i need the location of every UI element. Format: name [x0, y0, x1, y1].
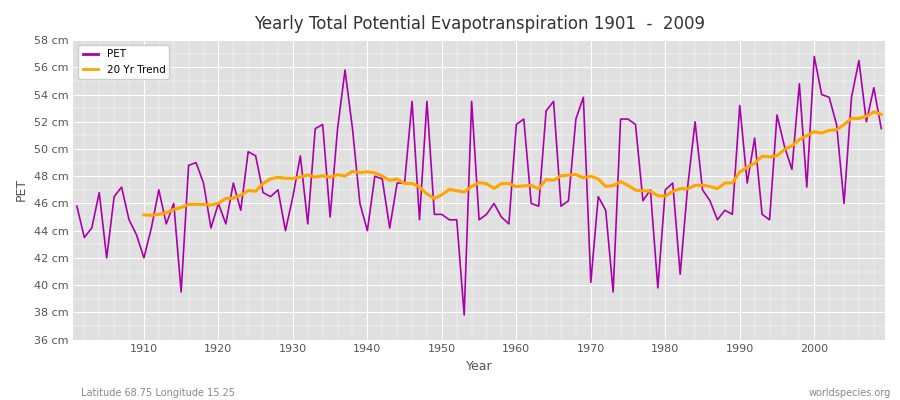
X-axis label: Year: Year — [466, 360, 492, 373]
Title: Yearly Total Potential Evapotranspiration 1901  -  2009: Yearly Total Potential Evapotranspiratio… — [254, 15, 705, 33]
Text: worldspecies.org: worldspecies.org — [809, 388, 891, 398]
Y-axis label: PET: PET — [15, 178, 28, 202]
Legend: PET, 20 Yr Trend: PET, 20 Yr Trend — [78, 45, 169, 79]
Text: Latitude 68.75 Longitude 15.25: Latitude 68.75 Longitude 15.25 — [81, 388, 235, 398]
